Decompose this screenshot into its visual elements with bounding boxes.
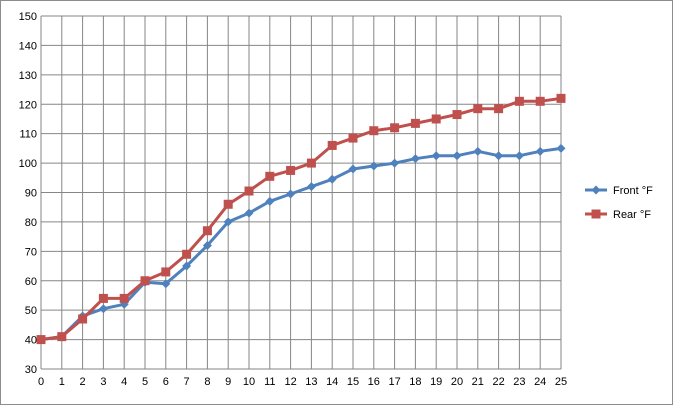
data-point [390,123,400,133]
data-point [119,293,129,303]
x-tick-label: 16 [368,376,380,388]
legend-marker [591,209,601,219]
data-point [494,151,504,161]
data-point [348,133,358,143]
x-tick-label: 21 [472,376,484,388]
data-point [535,96,545,106]
x-tick-label: 17 [388,376,400,388]
data-point [514,151,524,161]
data-point [161,267,171,277]
y-tick-label: 100 [19,158,37,170]
data-point [348,164,358,174]
x-tick-label: 22 [492,376,504,388]
data-point [452,151,462,161]
x-tick-label: 2 [80,376,86,388]
data-point [98,304,108,314]
data-point [36,335,46,345]
legend-label: Front °F [613,185,653,197]
data-point [390,158,400,168]
data-point [410,154,420,164]
data-point [244,186,254,196]
x-tick-label: 15 [347,376,359,388]
x-tick-label: 10 [243,376,255,388]
data-point [369,161,379,171]
x-tick-label: 6 [163,376,169,388]
data-point [327,174,337,184]
y-tick-label: 130 [19,70,37,82]
data-point [265,171,275,181]
data-point [78,314,88,324]
x-tick-label: 23 [513,376,525,388]
y-tick-label: 110 [19,129,37,141]
x-tick-label: 0 [38,376,44,388]
data-point [514,96,524,106]
x-tick-label: 5 [142,376,148,388]
data-point [327,140,337,150]
x-tick-label: 11 [264,376,275,388]
x-tick-label: 9 [225,376,231,388]
data-point [556,143,566,153]
x-tick-label: 1 [59,376,65,388]
x-tick-label: 19 [430,376,442,388]
data-point [265,196,275,206]
x-tick-label: 8 [204,376,210,388]
data-point [140,276,150,286]
data-point [223,199,233,209]
y-tick-label: 40 [25,335,37,347]
data-point [535,146,545,156]
data-point [431,151,441,161]
x-tick-label: 3 [100,376,106,388]
data-point [223,217,233,227]
data-point [182,249,192,259]
x-tick-label: 12 [284,376,296,388]
data-point [244,208,254,218]
legend-label: Rear °F [613,209,651,221]
data-point [161,279,171,289]
y-tick-label: 30 [25,364,37,376]
data-point [556,93,566,103]
y-tick-label: 80 [25,217,37,229]
data-point [202,226,212,236]
x-tick-label: 24 [534,376,546,388]
data-point [57,332,67,342]
x-tick-label: 13 [305,376,317,388]
data-point [369,126,379,136]
data-point [473,146,483,156]
x-tick-label: 20 [451,376,463,388]
data-point [182,261,192,271]
x-tick-label: 14 [326,376,338,388]
legend-marker [591,185,601,195]
data-point [306,182,316,192]
x-tick-label: 7 [184,376,190,388]
data-point [202,240,212,250]
data-point [410,118,420,128]
x-tick-label: 25 [555,376,567,388]
data-point [306,158,316,168]
y-tick-label: 120 [19,99,37,111]
y-tick-label: 150 [19,11,37,23]
data-point [473,104,483,114]
x-tick-label: 18 [409,376,421,388]
y-tick-label: 60 [25,276,37,288]
y-tick-label: 70 [25,246,37,258]
y-tick-label: 90 [25,188,37,200]
data-point [98,293,108,303]
data-point [452,110,462,120]
data-point [286,189,296,199]
data-point [431,114,441,124]
y-tick-label: 50 [25,305,37,317]
x-tick-label: 4 [121,376,127,388]
y-tick-label: 140 [19,40,37,52]
data-point [286,165,296,175]
data-point [494,104,504,114]
